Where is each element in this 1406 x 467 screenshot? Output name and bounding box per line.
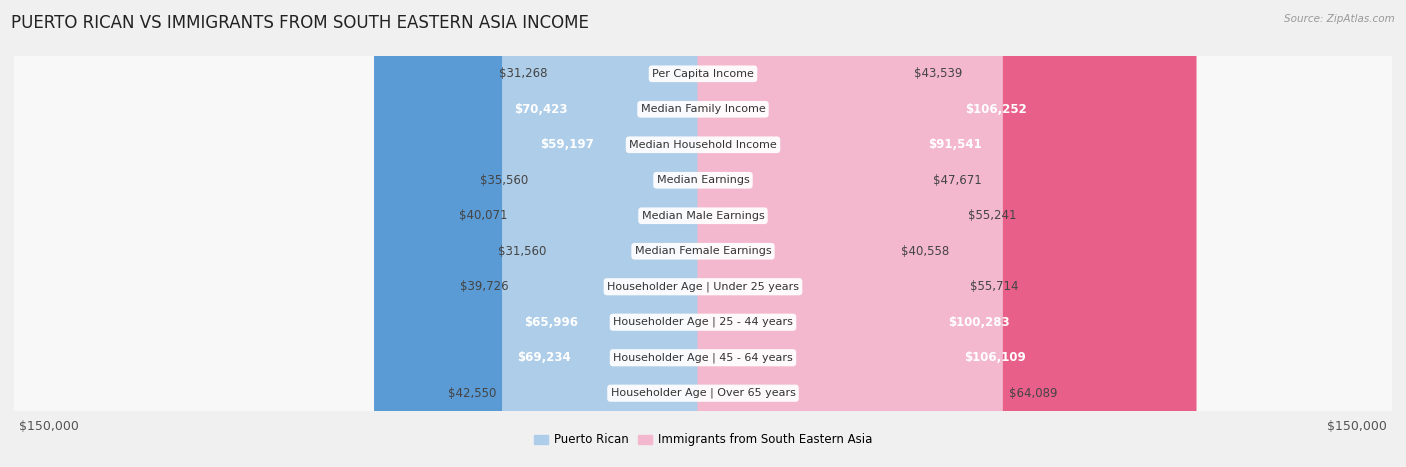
Text: $43,539: $43,539 bbox=[914, 67, 963, 80]
FancyBboxPatch shape bbox=[6, 0, 1400, 467]
Text: Householder Age | 25 - 44 years: Householder Age | 25 - 44 years bbox=[613, 317, 793, 327]
Text: $31,268: $31,268 bbox=[499, 67, 548, 80]
FancyBboxPatch shape bbox=[697, 0, 1129, 467]
Text: $55,714: $55,714 bbox=[970, 280, 1019, 293]
Text: $55,241: $55,241 bbox=[969, 209, 1017, 222]
FancyBboxPatch shape bbox=[513, 0, 709, 467]
FancyBboxPatch shape bbox=[6, 0, 1400, 467]
FancyBboxPatch shape bbox=[697, 0, 965, 467]
Text: $70,423: $70,423 bbox=[515, 103, 568, 116]
Text: $106,252: $106,252 bbox=[965, 103, 1026, 116]
FancyBboxPatch shape bbox=[6, 0, 1400, 467]
FancyBboxPatch shape bbox=[374, 0, 709, 467]
Text: Median Earnings: Median Earnings bbox=[657, 175, 749, 185]
FancyBboxPatch shape bbox=[502, 0, 709, 467]
FancyBboxPatch shape bbox=[394, 0, 709, 467]
Text: $35,560: $35,560 bbox=[479, 174, 529, 187]
Text: $91,541: $91,541 bbox=[928, 138, 983, 151]
Text: $100,283: $100,283 bbox=[949, 316, 1010, 329]
Text: $40,558: $40,558 bbox=[901, 245, 949, 258]
FancyBboxPatch shape bbox=[426, 0, 709, 467]
FancyBboxPatch shape bbox=[534, 0, 709, 467]
Legend: Puerto Rican, Immigrants from South Eastern Asia: Puerto Rican, Immigrants from South East… bbox=[529, 429, 877, 451]
FancyBboxPatch shape bbox=[6, 0, 1400, 467]
FancyBboxPatch shape bbox=[697, 0, 1197, 467]
Text: Median Female Earnings: Median Female Earnings bbox=[634, 246, 772, 256]
Text: Median Family Income: Median Family Income bbox=[641, 104, 765, 114]
Text: $47,671: $47,671 bbox=[934, 174, 983, 187]
Text: $150,000: $150,000 bbox=[1327, 420, 1388, 433]
Text: $65,996: $65,996 bbox=[524, 316, 578, 329]
Text: $150,000: $150,000 bbox=[18, 420, 79, 433]
FancyBboxPatch shape bbox=[697, 0, 1197, 467]
FancyBboxPatch shape bbox=[515, 0, 709, 467]
FancyBboxPatch shape bbox=[697, 0, 908, 467]
FancyBboxPatch shape bbox=[6, 0, 1400, 467]
FancyBboxPatch shape bbox=[697, 0, 962, 467]
FancyBboxPatch shape bbox=[6, 0, 1400, 467]
Text: $59,197: $59,197 bbox=[540, 138, 593, 151]
Text: Householder Age | Over 65 years: Householder Age | Over 65 years bbox=[610, 388, 796, 398]
Text: Householder Age | 45 - 64 years: Householder Age | 45 - 64 years bbox=[613, 353, 793, 363]
FancyBboxPatch shape bbox=[6, 0, 1400, 467]
FancyBboxPatch shape bbox=[380, 0, 709, 467]
Text: $39,726: $39,726 bbox=[460, 280, 509, 293]
FancyBboxPatch shape bbox=[554, 0, 709, 467]
Text: $40,071: $40,071 bbox=[458, 209, 508, 222]
FancyBboxPatch shape bbox=[697, 0, 1170, 467]
FancyBboxPatch shape bbox=[6, 0, 1400, 467]
FancyBboxPatch shape bbox=[697, 0, 894, 467]
FancyBboxPatch shape bbox=[553, 0, 709, 467]
Text: $64,089: $64,089 bbox=[1010, 387, 1057, 400]
FancyBboxPatch shape bbox=[6, 0, 1400, 467]
FancyBboxPatch shape bbox=[697, 0, 1002, 467]
Text: Householder Age | Under 25 years: Householder Age | Under 25 years bbox=[607, 282, 799, 292]
Text: Source: ZipAtlas.com: Source: ZipAtlas.com bbox=[1284, 14, 1395, 24]
Text: Median Household Income: Median Household Income bbox=[628, 140, 778, 150]
Text: PUERTO RICAN VS IMMIGRANTS FROM SOUTH EASTERN ASIA INCOME: PUERTO RICAN VS IMMIGRANTS FROM SOUTH EA… bbox=[11, 14, 589, 32]
Text: Per Capita Income: Per Capita Income bbox=[652, 69, 754, 79]
Text: Median Male Earnings: Median Male Earnings bbox=[641, 211, 765, 221]
FancyBboxPatch shape bbox=[697, 0, 928, 467]
Text: $69,234: $69,234 bbox=[517, 351, 571, 364]
Text: $42,550: $42,550 bbox=[447, 387, 496, 400]
Text: $31,560: $31,560 bbox=[498, 245, 547, 258]
Text: $106,109: $106,109 bbox=[965, 351, 1026, 364]
FancyBboxPatch shape bbox=[6, 0, 1400, 467]
